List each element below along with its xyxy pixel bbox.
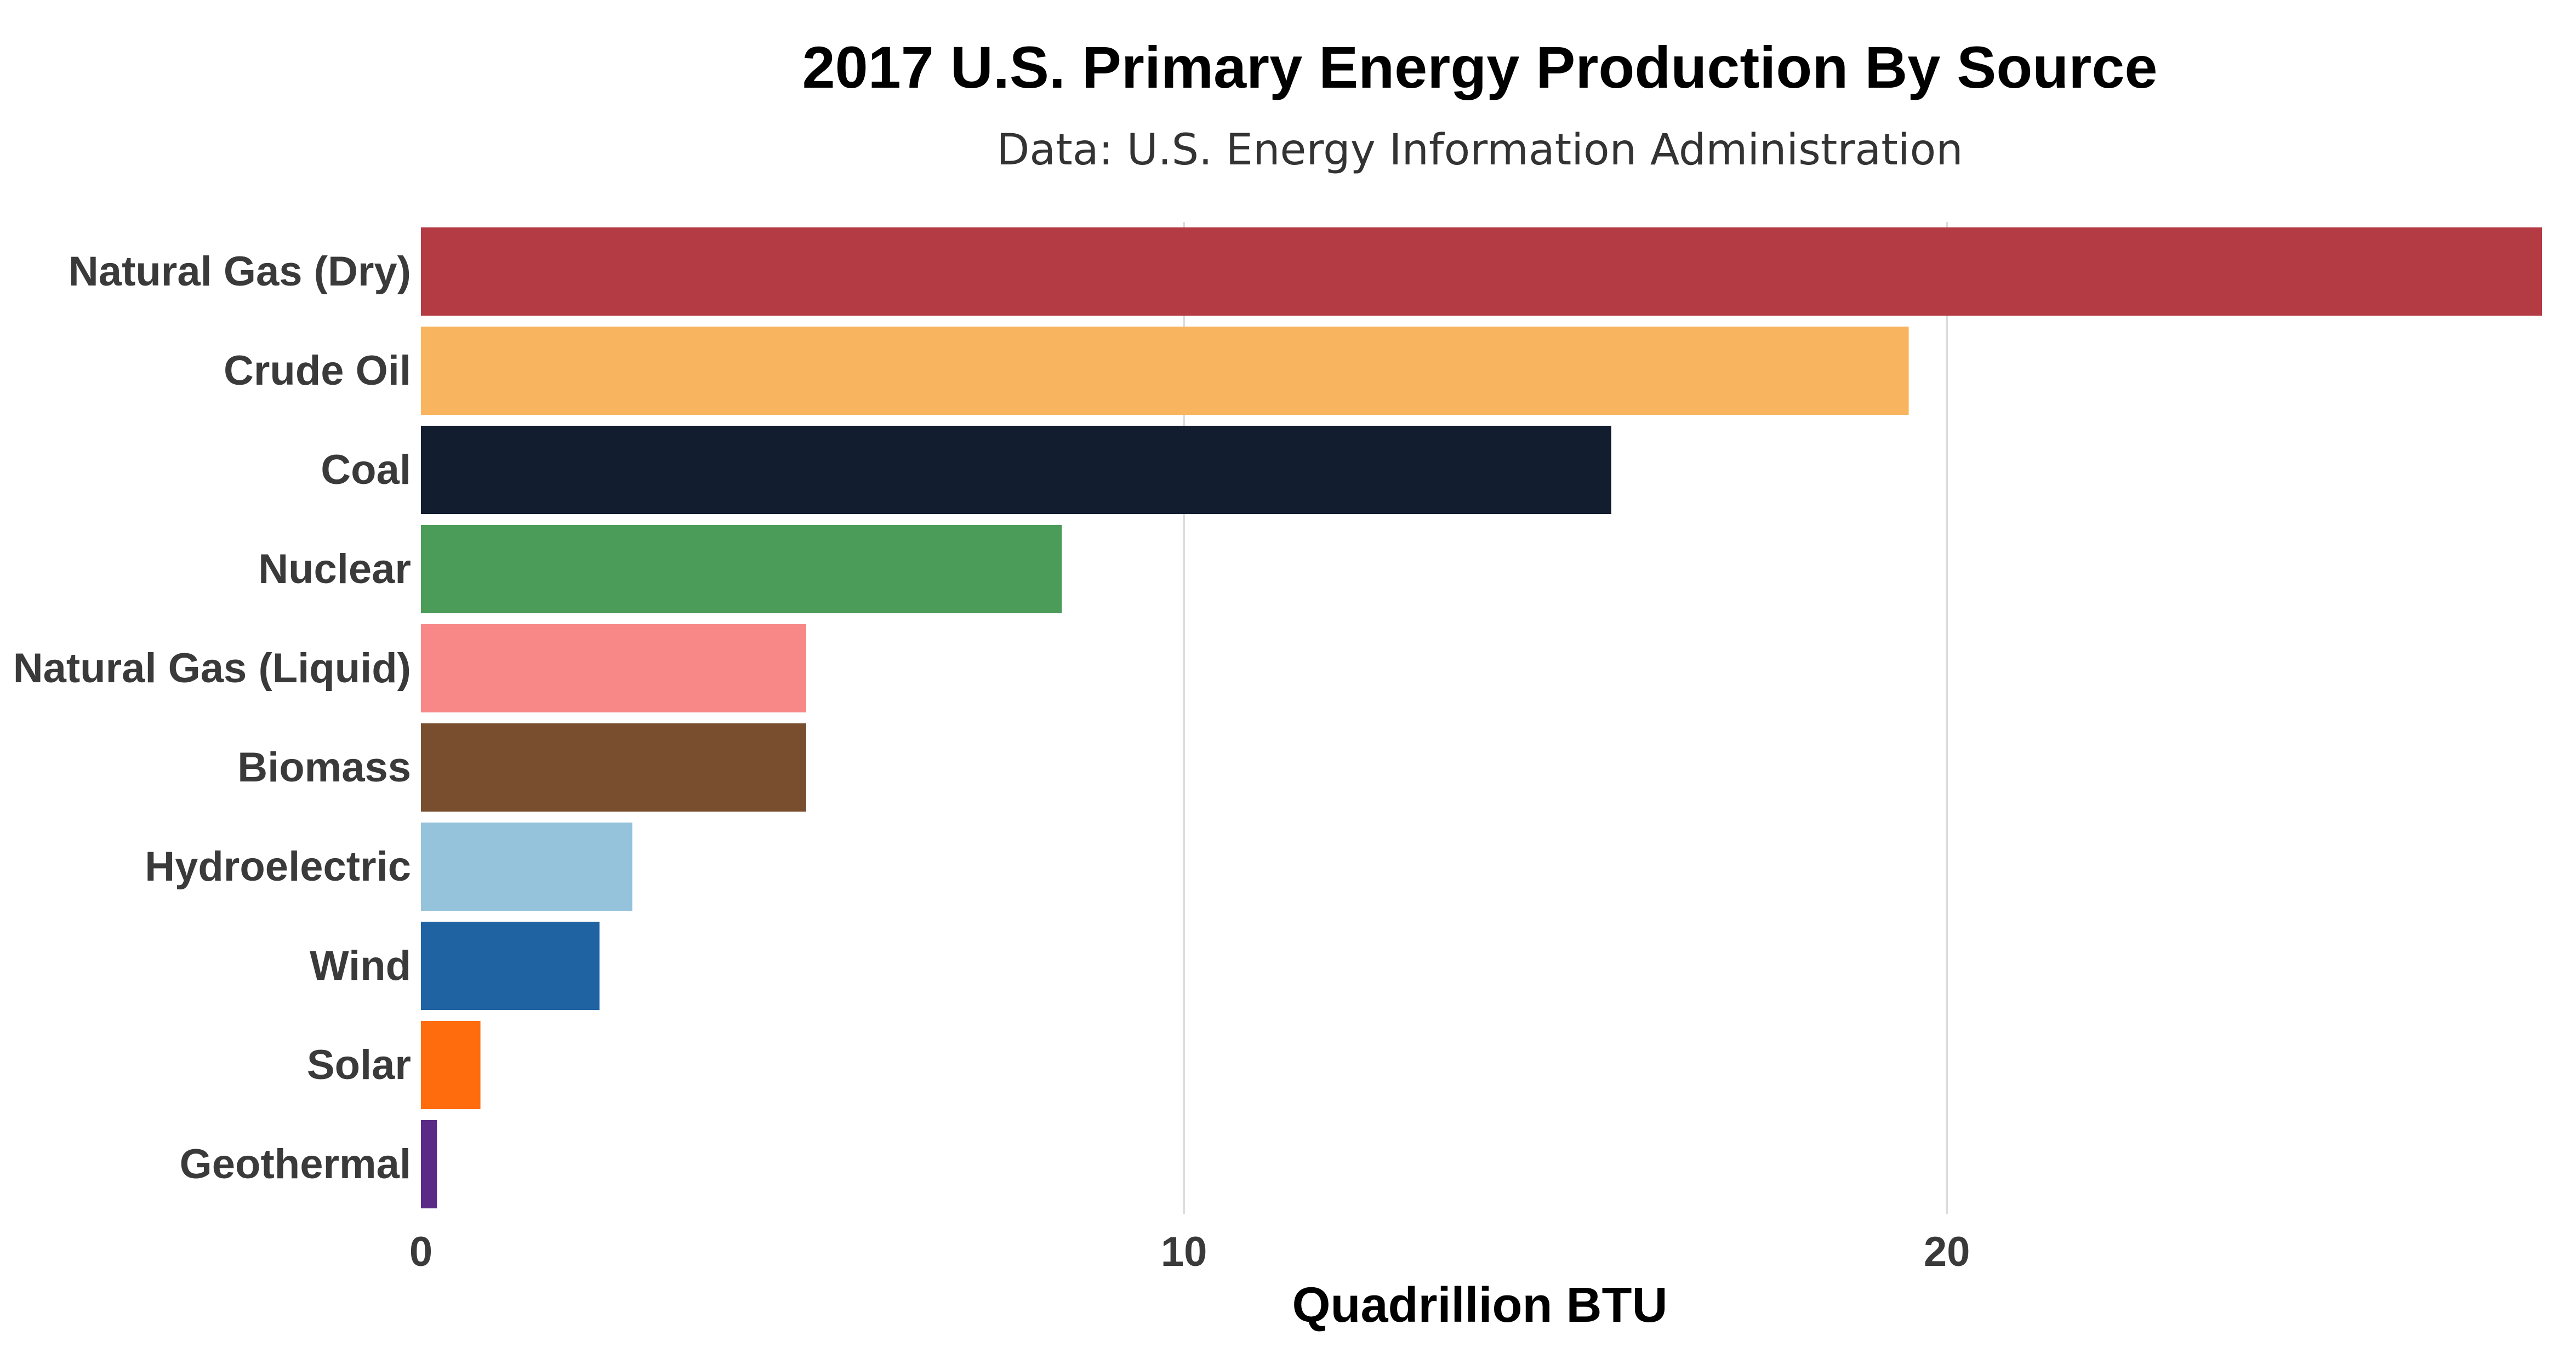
category-label-natural-gas-dry: Natural Gas (Dry) (69, 248, 411, 295)
bar-natural-gas-liquid (421, 624, 807, 713)
bar-natural-gas-dry (421, 227, 2542, 316)
chart-title: 2017 U.S. Primary Energy Production By S… (802, 34, 2158, 100)
bar-hydroelectric (421, 822, 632, 911)
x-tick-label: 0 (409, 1229, 432, 1275)
category-label-natural-gas-liquid: Natural Gas (Liquid) (13, 645, 411, 692)
category-label-coal: Coal (321, 447, 411, 493)
category-label-solar: Solar (307, 1042, 411, 1088)
bar-biomass (421, 723, 807, 812)
bar-crude-oil (421, 326, 1909, 415)
x-tick-labels: 0 10 20 (409, 1229, 1970, 1275)
category-label-wind: Wind (310, 943, 411, 989)
bar-wind (421, 921, 600, 1011)
category-label-crude-oil: Crude Oil (224, 347, 411, 394)
bar-solar (421, 1020, 481, 1110)
x-axis-title: Quadrillion BTU (1292, 1278, 1668, 1333)
x-tick-label: 10 (1161, 1229, 1207, 1275)
chart-subtitle: Data: U.S. Energy Information Administra… (996, 125, 1963, 175)
category-label-nuclear: Nuclear (258, 546, 411, 592)
category-labels: Natural Gas (Dry) Crude Oil Coal Nuclear Nat… (13, 248, 411, 1188)
bar-geothermal (421, 1120, 437, 1209)
x-tick-label: 20 (1924, 1229, 1970, 1275)
category-label-biomass: Biomass (237, 744, 411, 791)
category-label-hydroelectric: Hydroelectric (145, 843, 411, 890)
bars (421, 227, 2542, 1209)
category-label-geothermal: Geothermal (180, 1141, 411, 1188)
bar-coal (421, 425, 1611, 515)
bar-nuclear (421, 524, 1062, 614)
